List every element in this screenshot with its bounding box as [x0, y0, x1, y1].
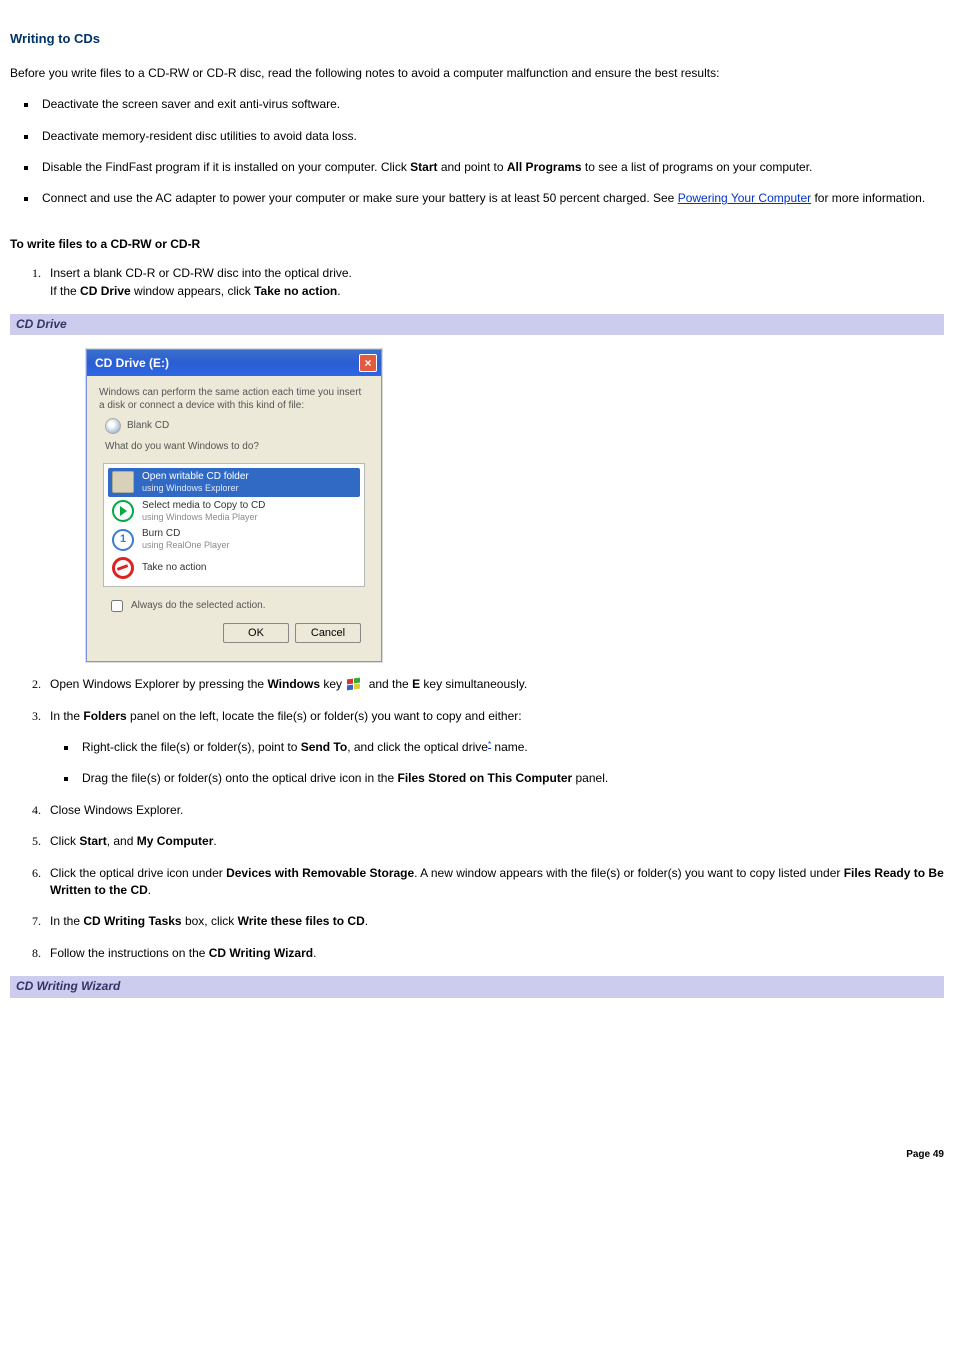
figure-caption-cd-drive: CD Drive [10, 314, 944, 335]
steps-list: Insert a blank CD-R or CD-RW disc into t… [10, 265, 944, 300]
step-6: Click the optical drive icon under Devic… [44, 865, 944, 900]
powering-link[interactable]: Powering Your Computer [678, 191, 811, 205]
windows-key-icon [347, 678, 363, 692]
step-1: Insert a blank CD-R or CD-RW disc into t… [44, 265, 944, 300]
close-icon[interactable]: × [359, 354, 377, 372]
step-3-sub: Right-click the file(s) or folder(s), po… [78, 739, 944, 756]
blank-cd-label: Blank CD [127, 419, 169, 434]
step-2: Open Windows Explorer by pressing the Wi… [44, 676, 944, 693]
ok-button[interactable]: OK [223, 623, 289, 643]
no-action-icon [112, 557, 134, 579]
action-list[interactable]: Open writable CD folderusing Windows Exp… [103, 463, 365, 587]
section-heading: Writing to CDs [10, 30, 944, 49]
dialog-intro: Windows can perform the same action each… [99, 386, 369, 412]
figure-caption-cd-wizard: CD Writing Wizard [10, 976, 944, 997]
page-number: Page 49 [10, 1148, 944, 1163]
folder-icon [112, 471, 134, 493]
note-item: Deactivate the screen saver and exit ant… [38, 96, 944, 113]
cd-drive-dialog-figure: CD Drive (E:) × Windows can perform the … [86, 349, 944, 662]
step-8: Follow the instructions on the CD Writin… [44, 945, 944, 962]
steps-list-cont: Open Windows Explorer by pressing the Wi… [10, 676, 944, 962]
always-checkbox-label[interactable]: Always do the selected action. [107, 597, 369, 615]
action-burn-cd[interactable]: 1 Burn CDusing RealOne Player [108, 525, 360, 554]
dialog-question: What do you want Windows to do? [105, 440, 369, 455]
dialog-title: CD Drive (E:) [95, 355, 169, 372]
step-3-sub: Drag the file(s) or folder(s) onto the o… [78, 770, 944, 787]
step-3: In the Folders panel on the left, locate… [44, 708, 944, 788]
note-item: Deactivate memory-resident disc utilitie… [38, 128, 944, 145]
step-5: Click Start, and My Computer. [44, 833, 944, 850]
intro-paragraph: Before you write files to a CD-RW or CD-… [10, 65, 944, 82]
media-player-icon [112, 500, 134, 522]
realone-icon: 1 [112, 529, 134, 551]
step-7: In the CD Writing Tasks box, click Write… [44, 913, 944, 930]
dialog-titlebar: CD Drive (E:) × [87, 350, 381, 376]
sub-heading: To write files to a CD-RW or CD-R [10, 236, 944, 253]
note-item: Connect and use the AC adapter to power … [38, 190, 944, 207]
action-copy-media[interactable]: Select media to Copy to CDusing Windows … [108, 497, 360, 526]
action-take-no-action[interactable]: Take no action [108, 554, 360, 582]
cd-icon [105, 418, 121, 434]
always-checkbox[interactable] [111, 600, 123, 612]
action-open-folder[interactable]: Open writable CD folderusing Windows Exp… [108, 468, 360, 497]
step-4: Close Windows Explorer. [44, 802, 944, 819]
notes-list: Deactivate the screen saver and exit ant… [10, 96, 944, 208]
cancel-button[interactable]: Cancel [295, 623, 361, 643]
xp-dialog: CD Drive (E:) × Windows can perform the … [86, 349, 382, 662]
note-item: Disable the FindFast program if it is in… [38, 159, 944, 176]
